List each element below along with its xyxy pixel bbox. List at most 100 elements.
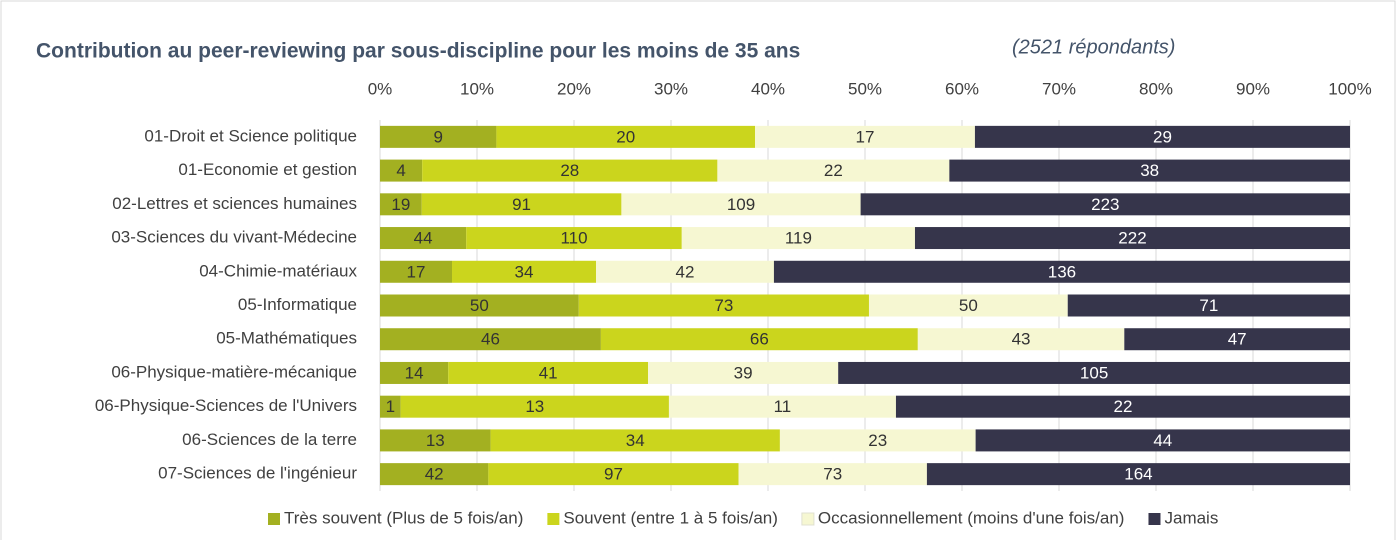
data-label: 47 — [1228, 330, 1247, 349]
bar-segment — [380, 125, 497, 148]
bar-segment — [681, 227, 915, 250]
data-label: 223 — [1091, 195, 1119, 214]
data-label: 43 — [1012, 330, 1031, 349]
y-tick-label: 02-Lettres et sciences humaines — [112, 194, 357, 213]
data-label: 222 — [1118, 229, 1146, 248]
legend-label: Jamais — [1164, 508, 1218, 527]
data-label: 4 — [396, 161, 405, 180]
data-label: 119 — [785, 229, 812, 248]
x-tick-label: 70% — [1042, 79, 1076, 98]
data-label: 29 — [1153, 127, 1172, 146]
bar-segment — [668, 395, 896, 418]
data-label: 13 — [426, 431, 445, 450]
x-tick-label: 100% — [1328, 79, 1371, 98]
bar-segment — [380, 260, 453, 283]
x-tick-label: 90% — [1236, 79, 1270, 98]
legend-label: Très souvent (Plus de 5 fois/an) — [284, 508, 523, 527]
data-label: 34 — [626, 431, 645, 450]
data-label: 39 — [734, 363, 753, 382]
y-tick-label: 06-Physique-matière-mécanique — [111, 362, 357, 381]
chart-subtitle: (2521 répondants) — [1012, 36, 1175, 58]
data-label: 11 — [774, 397, 792, 416]
data-label: 38 — [1140, 161, 1159, 180]
y-tick-label: 03-Sciences du vivant-Médecine — [111, 228, 357, 247]
data-label: 22 — [824, 161, 843, 180]
data-label: 19 — [391, 195, 410, 214]
bar-segment — [578, 294, 869, 317]
bar-segment — [448, 361, 649, 384]
legend-swatch — [801, 512, 815, 526]
bar-segment — [975, 429, 1350, 452]
data-label: 14 — [405, 363, 424, 382]
bar-segment — [466, 227, 682, 250]
bar-segment — [738, 463, 927, 486]
bar-segment — [380, 463, 489, 486]
data-label: 50 — [470, 296, 489, 315]
data-label: 136 — [1048, 262, 1076, 281]
bar-segment — [949, 159, 1350, 182]
data-label: 28 — [560, 161, 579, 180]
data-label: 91 — [512, 195, 531, 214]
x-tick-label: 20% — [557, 79, 591, 98]
bar-segment — [974, 125, 1350, 148]
x-tick-label: 80% — [1139, 79, 1173, 98]
data-label: 13 — [525, 397, 544, 416]
legend-label: Souvent (entre 1 à 5 fois/an) — [563, 508, 778, 527]
y-tick-label: 04-Chimie-matériaux — [199, 261, 357, 280]
legend-swatch — [1148, 513, 1161, 525]
data-label: 23 — [868, 431, 887, 450]
bar-segment — [779, 429, 976, 452]
data-label: 44 — [414, 229, 433, 248]
bar-segment — [600, 328, 918, 351]
data-label: 34 — [515, 262, 534, 281]
bar-segment — [621, 193, 861, 216]
data-label: 41 — [539, 363, 558, 382]
data-label: 110 — [560, 229, 587, 248]
bar-segment — [400, 395, 669, 418]
data-label: 1 — [386, 397, 395, 416]
bar-segment — [488, 463, 739, 486]
bar-segment — [496, 125, 756, 148]
data-label: 17 — [856, 127, 875, 146]
bar-segment — [1067, 294, 1350, 317]
y-tick-label: 01-Economie et gestion — [178, 160, 357, 179]
data-label: 73 — [714, 296, 733, 315]
x-tick-label: 60% — [945, 79, 979, 98]
bar-segment — [868, 294, 1068, 317]
data-label: 71 — [1199, 296, 1218, 315]
data-label: 73 — [823, 465, 842, 484]
data-label: 66 — [750, 330, 769, 349]
y-tick-label: 06-Physique-Sciences de l'Univers — [95, 396, 357, 415]
data-label: 42 — [676, 262, 695, 281]
bar-segment — [380, 395, 401, 418]
bar-segment — [421, 193, 622, 216]
bar-segment — [380, 159, 423, 182]
data-label: 9 — [433, 127, 442, 146]
data-label: 42 — [425, 465, 444, 484]
data-label: 17 — [407, 262, 426, 281]
y-tick-label: 05-Informatique — [238, 295, 357, 314]
data-label: 20 — [616, 127, 635, 146]
data-label: 109 — [727, 195, 755, 214]
bar-segment — [717, 159, 950, 182]
bar-segment — [860, 193, 1350, 216]
bar-segment — [380, 193, 422, 216]
bar-segment — [380, 328, 601, 351]
data-label: 164 — [1124, 465, 1152, 484]
data-label: 22 — [1114, 397, 1133, 416]
bar-segment — [596, 260, 774, 283]
bar-segment — [380, 361, 449, 384]
bar-segment — [648, 361, 839, 384]
data-label: 97 — [604, 465, 623, 484]
bar-segment — [926, 463, 1350, 486]
bar-segment — [380, 227, 467, 250]
x-tick-label: 30% — [654, 79, 688, 98]
data-label: 46 — [481, 330, 500, 349]
bar-segment — [380, 294, 579, 317]
bar-segment — [895, 395, 1350, 418]
chart-title: Contribution au peer-reviewing par sous-… — [36, 40, 800, 63]
data-label: 105 — [1080, 363, 1108, 382]
y-tick-label: 05-Mathématiques — [216, 329, 357, 348]
